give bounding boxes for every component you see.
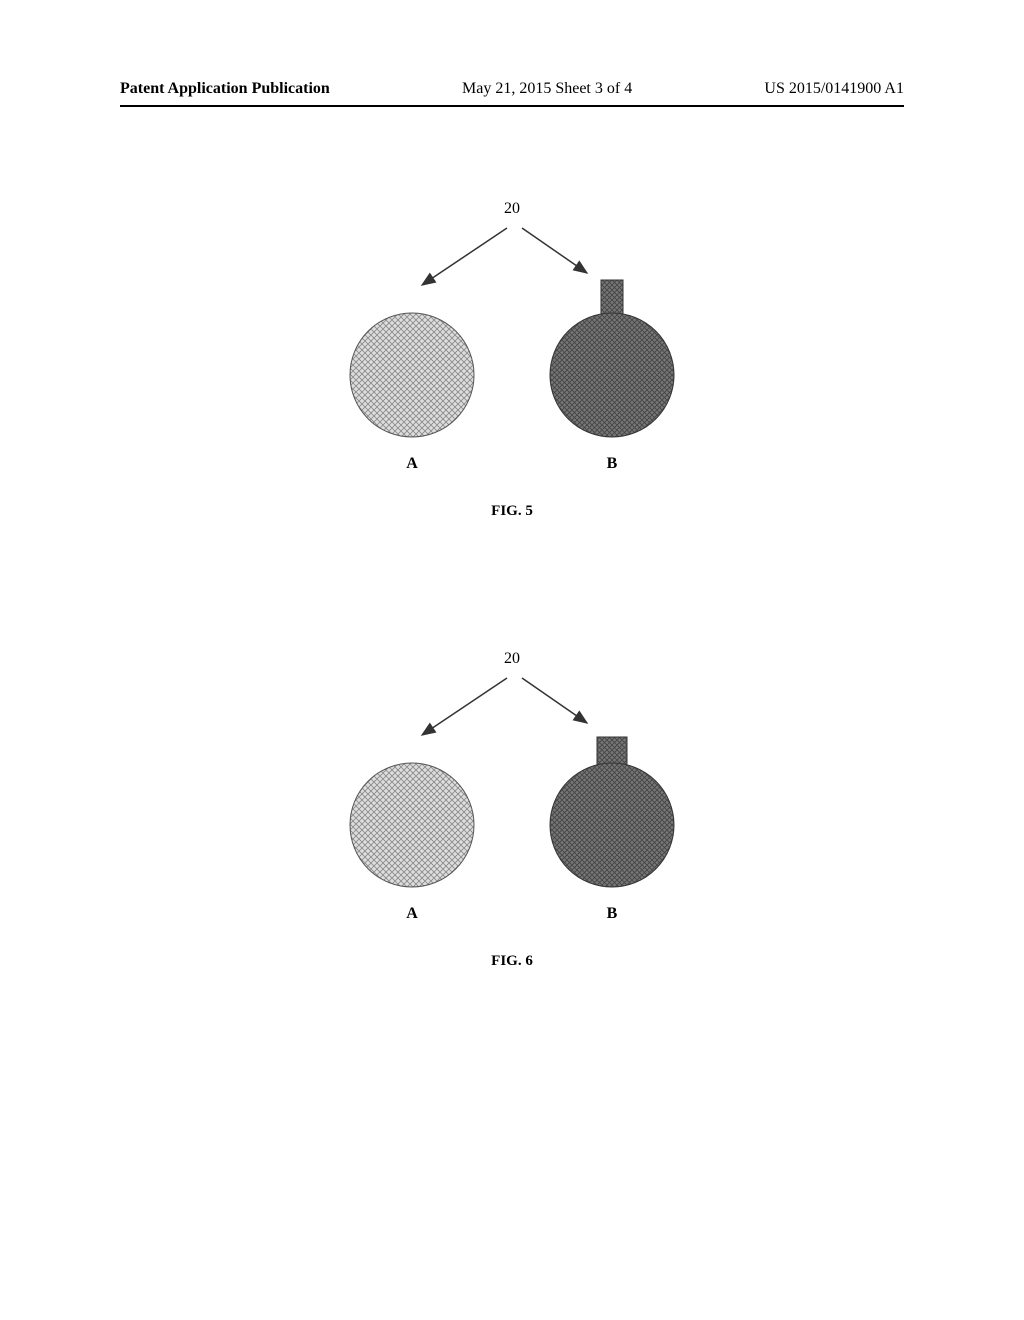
fig5-shapes-row: A B [312, 293, 712, 473]
fig6-label-b: B [607, 905, 618, 923]
fig6-shapes-row: A B [312, 743, 712, 923]
fig5-shape-a-container: A [347, 275, 477, 473]
fig5-label-b: B [607, 455, 618, 473]
header-publication-label: Patent Application Publication [120, 80, 330, 98]
fig5-shape-b [547, 275, 677, 440]
fig6-shape-a [347, 725, 477, 890]
fig5-shape-a [347, 275, 477, 440]
header-divider [120, 105, 904, 107]
fig5-caption: FIG. 5 [491, 503, 533, 520]
fig6-shape-a-container: A [347, 725, 477, 923]
fig6-shape-b [547, 725, 677, 890]
fig6-shape-b-container: B [547, 725, 677, 923]
page-header: Patent Application Publication May 21, 2… [0, 80, 1024, 98]
fig6-caption: FIG. 6 [491, 953, 533, 970]
fig5-shape-b-container: B [547, 275, 677, 473]
figure-5: 20 A [312, 200, 712, 520]
fig6-label-a: A [406, 905, 418, 923]
fig6-reference-number: 20 [504, 650, 520, 668]
figure-6: 20 A [312, 650, 712, 970]
header-patent-number: US 2015/0141900 A1 [764, 80, 904, 98]
fig5-label-a: A [406, 455, 418, 473]
fig5-reference-number: 20 [504, 200, 520, 218]
header-date-sheet: May 21, 2015 Sheet 3 of 4 [462, 80, 632, 98]
